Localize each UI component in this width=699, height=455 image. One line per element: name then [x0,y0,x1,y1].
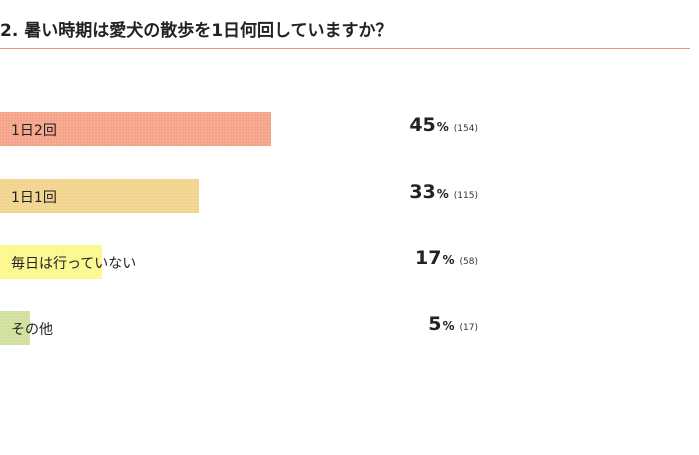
question-title: 2. 暑い時期は愛犬の散歩を1日何回していますか？ [0,21,393,41]
answer-label: 1日1回 [11,190,57,206]
percent-sign: % [442,319,455,333]
percent-sign: % [436,187,449,201]
bar-3 [0,245,102,279]
answer-label: その他 [11,322,53,338]
percent-value: 17 [415,247,442,269]
bar-2 [0,179,199,213]
answer-row: 1日1回 33% (115) [0,179,699,213]
percent-sign: % [436,120,449,134]
answer-label: 毎日は行っていない [11,256,137,272]
title-divider [0,48,690,49]
answer-row: その他 5% (17) [0,311,699,345]
response-count: (154) [453,124,478,134]
response-count: (58) [459,257,478,267]
answer-row: 1日2回 45% (154) [0,112,699,146]
percent-value: 33 [409,181,436,203]
percent-sign: % [442,253,455,267]
answer-label: 1日2回 [11,123,57,139]
result-value: 5% (17) [428,311,478,345]
bar-1 [0,112,271,146]
response-count: (115) [453,191,478,201]
result-value: 17% (58) [415,245,478,279]
percent-value: 5 [428,313,442,335]
result-value: 45% (154) [409,112,478,146]
answer-row: 毎日は行っていない 17% (58) [0,245,699,279]
percent-value: 45 [409,114,436,136]
result-value: 33% (115) [409,179,478,213]
response-count: (17) [459,323,478,333]
bar-4 [0,311,30,345]
